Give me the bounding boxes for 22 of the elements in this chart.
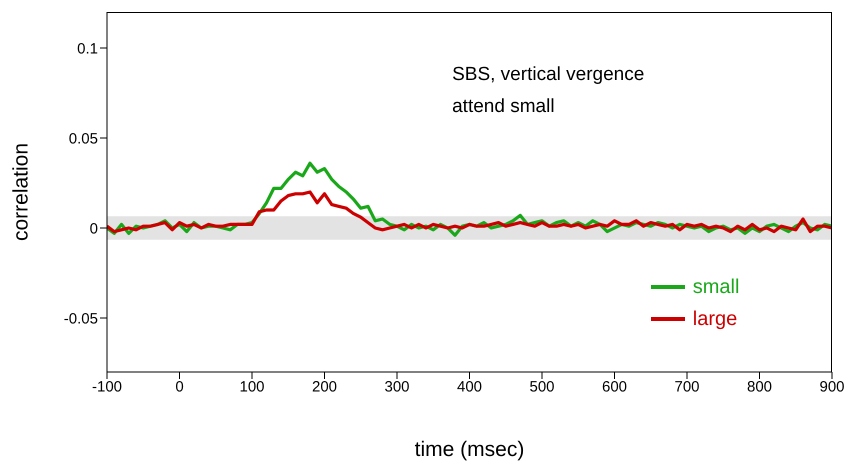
legend-label: large <box>692 308 738 331</box>
y-tick-label: 0.1 <box>77 40 98 58</box>
x-tick-label: 200 <box>312 378 338 396</box>
x-tick-label: -100 <box>92 378 122 396</box>
legend-label: small <box>692 276 740 299</box>
x-tick-label: 400 <box>456 378 482 396</box>
y-axis-title: correlation <box>9 142 32 242</box>
x-tick-label: 800 <box>746 378 772 396</box>
x-tick-label: 100 <box>239 378 265 396</box>
x-tick-label: 600 <box>602 378 628 396</box>
x-tick-label: 700 <box>674 378 700 396</box>
annotation: SBS, vertical vergence <box>452 64 644 86</box>
x-axis-title: time (msec) <box>414 438 524 461</box>
y-tick-label: 0 <box>90 220 98 238</box>
x-tick-label: 500 <box>529 378 555 396</box>
y-tick-label: 0.05 <box>68 130 98 148</box>
annotation: attend small <box>452 96 555 118</box>
y-tick-label: -0.05 <box>64 310 98 328</box>
line-series <box>107 190 832 234</box>
x-tick-label: 900 <box>819 378 845 396</box>
x-tick-label: 300 <box>384 378 410 396</box>
x-tick-label: 0 <box>175 378 184 396</box>
